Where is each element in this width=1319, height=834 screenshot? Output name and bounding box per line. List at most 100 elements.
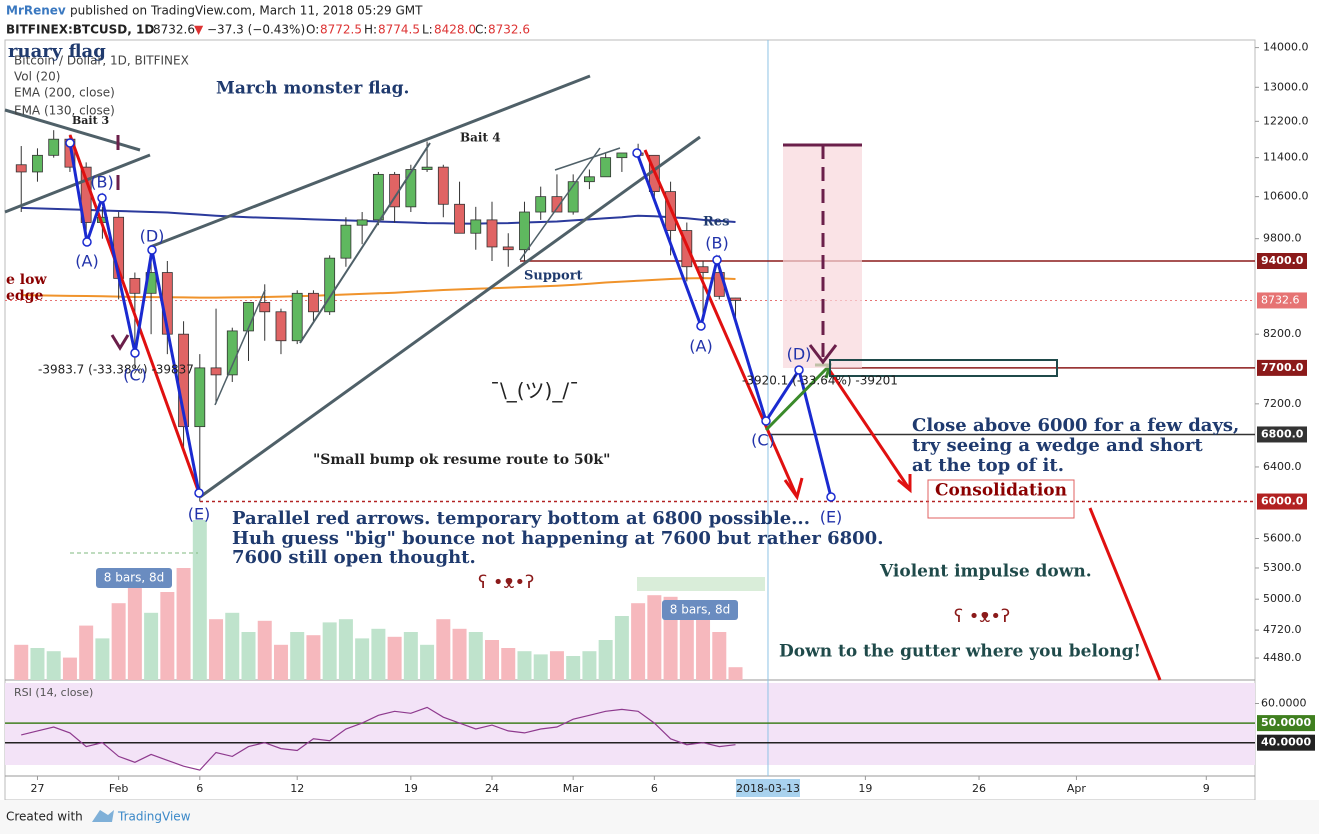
candle-body bbox=[616, 152, 628, 159]
annotation: e low bbox=[6, 272, 47, 288]
drawing bbox=[643, 149, 799, 498]
volume-bar bbox=[62, 657, 77, 680]
wave-point bbox=[826, 492, 836, 502]
y-tick-label: 10600.0 bbox=[1263, 190, 1309, 203]
x-tick-label: 27 bbox=[30, 782, 44, 795]
candle-body bbox=[421, 166, 433, 170]
price-tag-label: 6000.0 bbox=[1261, 495, 1304, 508]
candle-body bbox=[470, 219, 482, 234]
candle-body bbox=[259, 302, 271, 313]
annotation: Bait 4 bbox=[460, 131, 501, 145]
wave-point bbox=[97, 193, 107, 203]
drawing bbox=[68, 142, 201, 494]
volume-bar bbox=[322, 622, 337, 680]
drawing bbox=[826, 367, 912, 491]
author[interactable]: MrRenev bbox=[6, 4, 66, 18]
zone-box bbox=[829, 359, 1058, 377]
price-tag-label: 6800.0 bbox=[1261, 427, 1304, 440]
wave-point bbox=[761, 416, 771, 426]
y-tick-label: 9800.0 bbox=[1263, 232, 1302, 245]
legend-title: Bitcoin / Dollar, 1D, BITFINEX bbox=[14, 54, 189, 68]
volume-bar bbox=[614, 616, 629, 680]
volume-bar bbox=[533, 654, 548, 680]
drawing bbox=[214, 289, 266, 406]
volume-bar bbox=[468, 632, 483, 680]
drawing bbox=[110, 334, 130, 351]
candle-body bbox=[519, 211, 530, 251]
rsi-line bbox=[21, 706, 736, 771]
volume-bar bbox=[712, 632, 727, 680]
volume-bar bbox=[549, 651, 564, 680]
wave-label: (C) bbox=[123, 366, 147, 385]
wave-point bbox=[632, 148, 642, 158]
annotation: Close above 6000 for a few days, bbox=[912, 415, 1239, 436]
volume-bar bbox=[355, 638, 370, 680]
drawing bbox=[897, 474, 912, 494]
annotation: Down to the gutter where you belong! bbox=[779, 642, 1141, 662]
x-tick-label: 26 bbox=[972, 782, 986, 795]
volume-bar bbox=[290, 632, 305, 680]
annotation: "Small bump ok resume route to 50k" bbox=[313, 452, 610, 468]
y-tick-label: 13000.0 bbox=[1263, 80, 1309, 93]
y-tick-label: 14000.0 bbox=[1263, 41, 1309, 54]
volume-bar bbox=[582, 651, 597, 680]
drawing bbox=[1088, 507, 1162, 681]
volume-bar bbox=[241, 632, 256, 680]
volume-bar bbox=[728, 667, 743, 680]
rsi-band bbox=[5, 683, 1255, 765]
candle-body bbox=[535, 196, 547, 213]
wave-label: (B) bbox=[90, 173, 113, 192]
legend-series: EMA (130, close) bbox=[14, 104, 115, 118]
volume-bar bbox=[403, 632, 418, 680]
candle-body bbox=[210, 367, 222, 376]
volume-bar bbox=[306, 635, 321, 680]
volume-bar bbox=[485, 640, 500, 680]
volume-bar bbox=[257, 620, 272, 680]
annotation: -3983.7 (-33.38%) -39837 bbox=[38, 363, 194, 377]
symbol: BITFINEX:BTCUSD, 1D bbox=[6, 23, 154, 37]
x-tick-label: Apr bbox=[1067, 782, 1087, 795]
x-tick-label: Feb bbox=[109, 782, 128, 795]
y-tick-label: 11400.0 bbox=[1263, 151, 1309, 164]
wave-point bbox=[194, 488, 204, 498]
ohlc-value: 8774.5 bbox=[378, 23, 420, 37]
drawing bbox=[554, 147, 621, 171]
y-tick-label: 5600.0 bbox=[1263, 531, 1302, 544]
rsi-tick-label: 60.0000 bbox=[1261, 697, 1307, 710]
wave-point bbox=[712, 255, 722, 265]
legend-series: EMA (200, close) bbox=[14, 86, 115, 100]
ohlc-label: C: bbox=[475, 23, 487, 37]
candle-body bbox=[324, 257, 336, 313]
range-label: 8 bars, 8d bbox=[104, 571, 165, 585]
candle-body bbox=[551, 196, 563, 213]
annotation: -3920.1 (-33.64%) -39201 bbox=[742, 374, 898, 388]
volume-bar bbox=[338, 619, 353, 680]
volume-bar bbox=[111, 603, 126, 680]
candle-body bbox=[600, 157, 612, 178]
annotation: March monster flag. bbox=[216, 79, 409, 99]
drawing bbox=[68, 134, 201, 494]
volume-bar bbox=[501, 648, 516, 680]
last: 8732.6 bbox=[153, 23, 195, 37]
candle-body bbox=[567, 181, 579, 213]
price-tag-label: 8732.6 bbox=[1261, 293, 1300, 306]
price-tag-label: 7700.0 bbox=[1261, 361, 1304, 374]
volume-bar bbox=[517, 651, 532, 680]
consolidation-box bbox=[927, 479, 1075, 519]
volume-bar bbox=[192, 520, 207, 680]
volume-bar bbox=[631, 603, 646, 680]
drawing bbox=[149, 74, 591, 249]
volume-bar bbox=[30, 648, 45, 680]
y-tick-label: 12200.0 bbox=[1263, 114, 1309, 127]
footer-brand[interactable]: TradingView bbox=[117, 810, 191, 824]
logo bbox=[92, 810, 114, 822]
candle-body bbox=[584, 176, 595, 183]
annotation: ¯\_(ツ)_/¯ bbox=[490, 379, 579, 403]
footer-created: Created with bbox=[6, 810, 83, 824]
wave-label: (A) bbox=[689, 337, 712, 356]
annotation: Bait 3 bbox=[72, 114, 109, 127]
y-tick-label: 4720.0 bbox=[1263, 623, 1302, 636]
candle-body bbox=[226, 330, 238, 376]
ema-line bbox=[21, 277, 736, 299]
rsi-tick-label: 40.0000 bbox=[1261, 736, 1311, 749]
